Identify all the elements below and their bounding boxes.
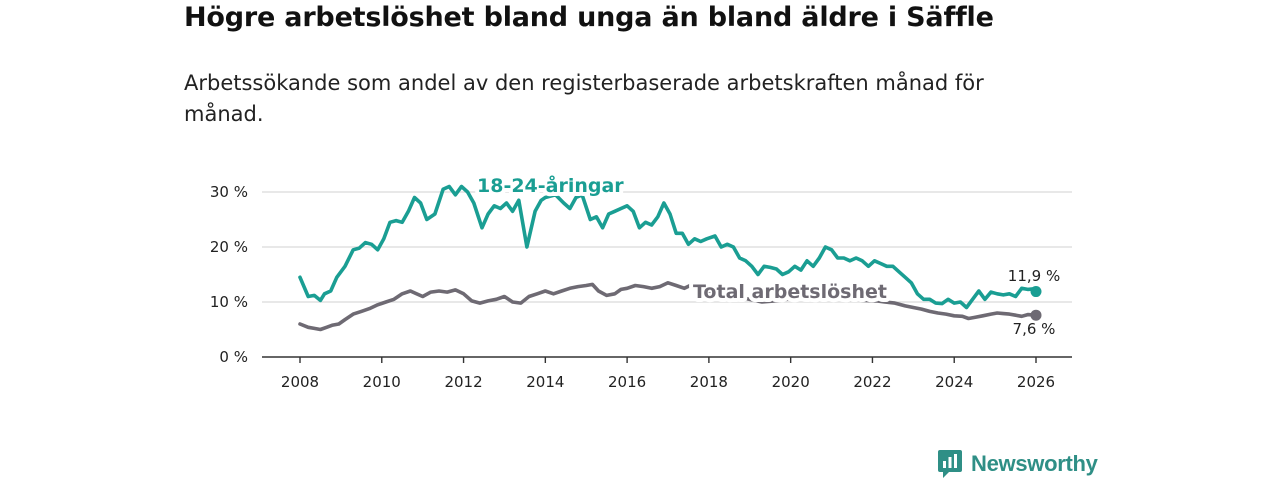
x-tick-label: 2012	[444, 373, 482, 391]
chart-title: Högre arbetslöshet bland unga än bland ä…	[184, 2, 994, 33]
labels-layer: 18-24-åringar Total arbetslöshet 11,9 % 7,6…	[473, 169, 1063, 341]
y-tick-label: 10 %	[210, 293, 248, 311]
x-tick-label: 2016	[608, 373, 646, 391]
axes: 0 % 10 % 20 % 30 % 2008 2010 2012 2014 2016 2018 2…	[210, 183, 1072, 391]
series-label-total: Total arbetslöshet	[693, 281, 887, 303]
end-point-total	[1030, 309, 1042, 321]
y-tick-label: 30 %	[210, 183, 248, 201]
y-tick-label: 0 %	[219, 348, 248, 366]
x-tick-label: 2020	[772, 373, 810, 391]
y-tick-label: 20 %	[210, 238, 248, 256]
series-layer	[298, 184, 1042, 332]
x-tick-label: 2010	[363, 373, 401, 391]
end-value-label-total: 7,6 %	[1013, 320, 1056, 338]
series-line-youth	[298, 184, 1038, 310]
chart-subtitle: Arbetssökande som andel av den registerb…	[184, 71, 984, 126]
x-tick-label: 2024	[935, 373, 973, 391]
brand-name: Newsworthy	[971, 451, 1098, 476]
x-tick-label: 2014	[526, 373, 564, 391]
end-value-label-youth: 11,9 %	[1008, 267, 1060, 285]
x-tick-label: 2026	[1017, 373, 1055, 391]
x-tick-label: 2018	[690, 373, 728, 391]
brand-logo: Newsworthy	[937, 448, 1098, 480]
x-tick-label: 2022	[853, 373, 891, 391]
series-label-youth: 18-24-åringar	[477, 173, 624, 197]
end-point-youth	[1030, 286, 1042, 298]
series-line-total	[298, 281, 1038, 332]
bar-chart-icon	[938, 450, 962, 478]
x-tick-label: 2008	[281, 373, 319, 391]
line-chart: 0 % 10 % 20 % 30 % 2008 2010 2012 2014 2016 2018 2…	[209, 169, 1072, 391]
